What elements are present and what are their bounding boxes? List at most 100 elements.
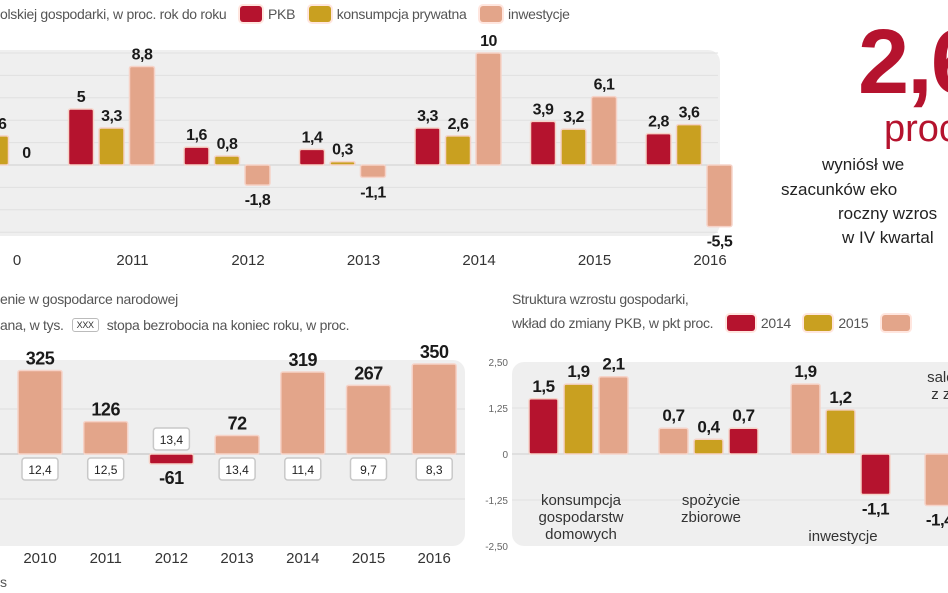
- data-label: -1,1: [360, 184, 386, 201]
- bar-structure: [825, 409, 856, 455]
- bar-structure: [658, 427, 689, 455]
- x-tick-label: 2014: [462, 252, 495, 269]
- legend-box-label: stopa bezrobocia na koniec roku, w proc.: [106, 317, 350, 333]
- category-label: z za: [931, 386, 948, 403]
- legend-konsumpcja: konsumpcja prywatna: [336, 6, 467, 22]
- y-tick-label: 2,50: [489, 358, 509, 369]
- y-tick-label: -1,25: [485, 496, 508, 507]
- headline-line-4: w IV kwartal: [842, 228, 934, 247]
- legend-swatch-2016: [881, 315, 910, 331]
- structure-chart-subtitle: wkład do zmiany PKB, w pkt proc.: [512, 315, 714, 331]
- bar-2015-2: [590, 95, 618, 166]
- legend-swatch-2015: [804, 315, 833, 331]
- x-tick-label: 2012: [155, 550, 188, 567]
- unemployment-box: [349, 457, 388, 481]
- structure-chart-title: Struktura wzrostu gospodarki,: [512, 291, 689, 307]
- bar-2012-1: [213, 155, 241, 166]
- structure-chart-legend: wkład do zmiany PKB, w pkt proc. 2014 20…: [512, 315, 916, 331]
- unemployment-value: 12,5: [94, 463, 118, 477]
- data-label: -1,1: [862, 499, 889, 518]
- data-label: 1,4: [302, 129, 323, 146]
- bar-structure: [563, 383, 594, 455]
- category-label: konsumpcja: [541, 492, 622, 509]
- bar-employment-2014: [280, 371, 326, 455]
- data-label: 267: [354, 363, 383, 383]
- data-label: 6,1: [594, 77, 615, 94]
- data-label: 0: [22, 145, 31, 162]
- data-label: -1,8: [245, 192, 271, 209]
- data-label: 10: [480, 33, 497, 50]
- bar-structure: [528, 398, 559, 455]
- data-label: 3,3: [101, 108, 122, 125]
- x-tick-label: 2013: [220, 550, 253, 567]
- legend-2014: 2014: [760, 315, 791, 331]
- y-tick-label: 1,25: [489, 404, 509, 415]
- footer-fragment: s: [0, 574, 7, 590]
- data-label: 0,4: [697, 417, 720, 436]
- data-label: 1,9: [794, 362, 816, 381]
- bar-employment-2012: [148, 453, 195, 465]
- legend-swatch-konsumpcja: [308, 6, 331, 22]
- bar-structure: [924, 453, 948, 507]
- x-tick-label: 2015: [578, 252, 611, 269]
- data-label: 3,6: [679, 105, 700, 122]
- data-label: 2,6: [0, 116, 7, 133]
- unemployment-value: 12,4: [28, 463, 52, 477]
- employment-chart-subtitle: ana, w tys.: [0, 317, 64, 333]
- bar-employment-2011: [82, 420, 129, 455]
- x-tick-label: 0: [13, 252, 21, 269]
- unemployment-value: 13,4: [160, 433, 184, 447]
- legend-inwestycje: inwestycje: [508, 6, 570, 22]
- bar-employment-2015: [345, 384, 392, 455]
- legend-swatch-pkb: [240, 6, 263, 22]
- bar-employment-2013: [214, 434, 260, 455]
- data-label: 72: [228, 413, 248, 433]
- unemployment-box: [218, 457, 256, 481]
- data-label: -1,4: [926, 511, 948, 530]
- unemployment-value: 13,4: [225, 463, 249, 477]
- unemployment-value: 11,4: [292, 463, 315, 477]
- data-label: 1,5: [532, 377, 554, 396]
- headline-line-1: wyniósł we: [822, 155, 905, 174]
- data-label: 325: [26, 348, 55, 368]
- x-tick-label: 2011: [90, 550, 122, 567]
- data-label: 1,9: [567, 362, 589, 381]
- legend-2015: 2015: [838, 315, 869, 331]
- bar-employment-2016: [411, 363, 457, 455]
- bar-structure: [728, 427, 759, 455]
- bar-structure: [860, 453, 891, 496]
- bar-2010-1: [0, 135, 10, 166]
- x-tick-label: 2016: [418, 550, 451, 567]
- data-label: 3,9: [533, 101, 554, 118]
- x-tick-label: 2016: [693, 252, 726, 269]
- bar-structure: [598, 375, 629, 455]
- data-label: 1,2: [829, 388, 851, 407]
- category-label: zbiorowe: [681, 509, 741, 526]
- bar-2015-1: [560, 128, 587, 166]
- headline-line-2: szacunków eko: [781, 180, 898, 199]
- top-chart-title: olskiej gospodarki, w proc. rok do roku: [0, 6, 227, 22]
- unemployment-box: [284, 457, 322, 481]
- data-label: 3,3: [417, 108, 438, 125]
- data-label: 8,8: [132, 46, 153, 63]
- data-label: 350: [420, 342, 449, 362]
- bar-2015-0: [529, 120, 557, 166]
- data-label: -61: [159, 468, 184, 488]
- bar-2014-2: [475, 52, 502, 166]
- bar-2013-0: [298, 148, 326, 166]
- bar-2012-0: [183, 146, 210, 166]
- unemployment-box: [21, 457, 59, 481]
- category-label: domowych: [545, 526, 617, 543]
- bar-structure: [693, 438, 724, 455]
- bar-2011-2: [128, 65, 156, 166]
- data-label: 0,3: [332, 142, 353, 159]
- unemployment-box: [86, 457, 125, 481]
- data-label: 0,7: [732, 406, 754, 425]
- category-label: inwestycje: [808, 528, 877, 545]
- bar-2011-0: [67, 108, 95, 166]
- bar-structure: [790, 383, 821, 455]
- category-label: gospodarstw: [538, 509, 623, 526]
- employment-chart-legend: ana, w tys. XXX stopa bezrobocia na koniec…: [0, 317, 350, 333]
- data-label: 2,8: [648, 114, 669, 131]
